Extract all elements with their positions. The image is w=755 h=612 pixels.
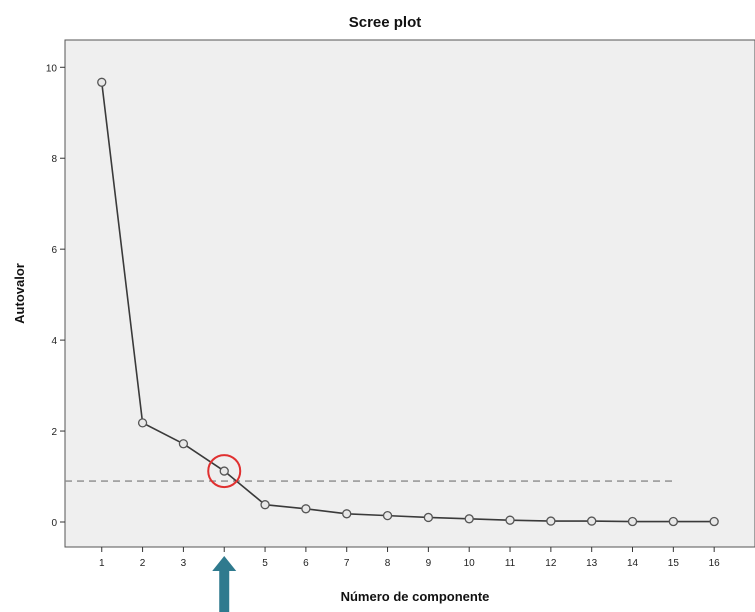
- y-axis-label: Autovalor: [12, 263, 27, 324]
- data-points: [97, 77, 719, 527]
- x-axis-ticks: 12345678910111213141516: [99, 547, 720, 569]
- data-point: [546, 516, 556, 526]
- data-point: [137, 418, 148, 428]
- data-point: [423, 512, 434, 523]
- data-point: [382, 510, 393, 521]
- arrow-shape: [212, 556, 237, 612]
- x-tick-label: 10: [464, 558, 476, 569]
- data-point: [505, 515, 515, 525]
- x-tick-label: 14: [627, 558, 639, 569]
- data-point: [709, 516, 719, 527]
- x-tick-label: 15: [668, 558, 680, 569]
- x-tick-label: 1: [99, 558, 105, 569]
- data-point: [178, 439, 189, 449]
- data-point: [97, 77, 107, 87]
- data-point: [668, 516, 678, 527]
- data-point: [219, 466, 229, 476]
- y-tick-label: 2: [51, 427, 57, 438]
- x-tick-label: 9: [426, 558, 432, 569]
- x-tick-label: 13: [586, 558, 598, 569]
- x-tick-label: 12: [545, 558, 557, 569]
- y-axis-ticks: 0 2 4 6 8 10: [46, 63, 65, 529]
- data-point: [260, 500, 270, 510]
- x-axis-label: Número de componente: [341, 589, 490, 604]
- x-tick-label: 3: [181, 558, 187, 569]
- x-tick-label: 5: [262, 558, 268, 569]
- up-arrow-icon: [212, 556, 237, 612]
- y-tick-label: 8: [51, 154, 57, 165]
- x-tick-label: 2: [140, 558, 146, 569]
- series-line: [100, 82, 715, 523]
- x-tick-label: 7: [344, 558, 350, 569]
- data-point: [464, 514, 474, 524]
- data-point: [301, 504, 311, 514]
- y-tick-label: 10: [46, 63, 58, 74]
- x-tick-label: 16: [709, 558, 721, 569]
- data-point: [627, 516, 638, 527]
- highlight-circle: [207, 454, 242, 489]
- data-point: [342, 509, 352, 519]
- plot-area: [64, 39, 755, 548]
- data-point: [587, 516, 597, 526]
- x-tick-label: 6: [303, 558, 309, 569]
- y-tick-label: 6: [51, 245, 57, 256]
- x-tick-label: 8: [385, 558, 391, 569]
- chart-title: Scree plot: [348, 14, 422, 31]
- x-tick-label: 11: [505, 558, 516, 569]
- y-tick-label: 0: [51, 518, 57, 529]
- y-tick-label: 4: [51, 336, 57, 347]
